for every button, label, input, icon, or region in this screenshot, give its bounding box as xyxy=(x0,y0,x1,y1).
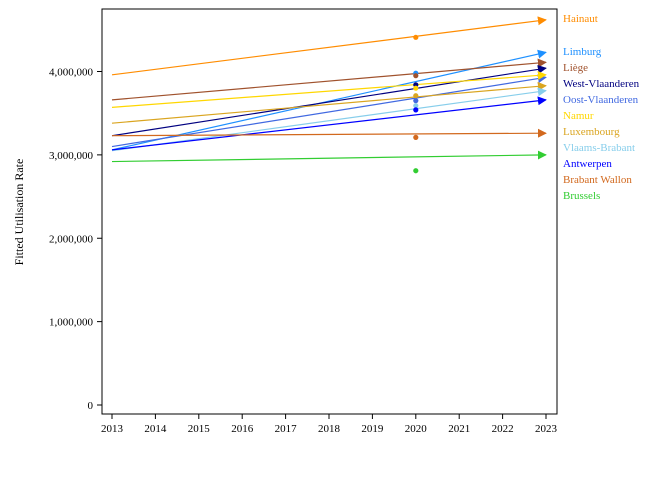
x-tick-label: 2022 xyxy=(492,423,514,435)
x-tick-label: 2016 xyxy=(231,423,254,435)
y-tick-label: 1,000,000 xyxy=(49,317,94,329)
legend-entry-west-vlaanderen: West-Vlaanderen xyxy=(563,78,640,90)
x-tick-label: 2018 xyxy=(318,423,341,435)
y-tick-label: 0 xyxy=(88,400,94,412)
legend-entry-brussels: Brussels xyxy=(563,190,600,202)
series-line-li-ge xyxy=(111,58,547,101)
legend-entry-brabant-wallon: Brabant Wallon xyxy=(563,174,632,186)
legend-entry-li-ge: Liège xyxy=(563,62,588,74)
x-tick-label: 2023 xyxy=(535,423,558,435)
y-axis-label: Fitted Utilisation Rate xyxy=(12,159,26,266)
observed-point-vlaams-brabant xyxy=(413,103,419,109)
legend-entry-antwerpen: Antwerpen xyxy=(563,158,612,170)
observed-point-hainaut xyxy=(413,34,419,40)
x-tick-label: 2019 xyxy=(361,423,384,435)
legend-entry-namur: Namur xyxy=(563,110,594,122)
series-line-west-vlaanderen xyxy=(111,64,547,137)
observed-point-brussels xyxy=(413,168,419,174)
x-tick-label: 2014 xyxy=(144,423,167,435)
observed-point-brabant-wallon xyxy=(413,134,419,140)
series-line-antwerpen xyxy=(111,96,547,151)
series-line-hainaut xyxy=(111,16,547,76)
y-tick-label: 3,000,000 xyxy=(49,150,94,162)
series-line-vlaams-brabant xyxy=(111,87,547,152)
observed-point-namur xyxy=(413,85,419,91)
x-tick-label: 2020 xyxy=(405,423,428,435)
y-tick-label: 4,000,000 xyxy=(49,67,94,79)
x-tick-label: 2021 xyxy=(448,423,470,435)
x-tick-label: 2017 xyxy=(275,423,298,435)
observed-point-oost-vlaanderen xyxy=(413,98,419,104)
legend-entry-limburg: Limburg xyxy=(563,46,602,58)
observed-point-li-ge xyxy=(413,73,419,79)
series-line-brabant-wallon xyxy=(111,128,547,138)
y-tick-label: 2,000,000 xyxy=(49,233,94,245)
legend-entry-hainaut: Hainaut xyxy=(563,13,598,25)
x-tick-label: 2015 xyxy=(188,423,211,435)
legend-entry-luxembourg: Luxembourg xyxy=(563,126,620,138)
series-line-brussels xyxy=(111,150,547,163)
x-tick-label: 2013 xyxy=(101,423,124,435)
observed-point-luxembourg xyxy=(413,93,419,99)
observed-point-antwerpen xyxy=(413,107,419,113)
series-line-namur xyxy=(111,70,547,108)
plot-area xyxy=(101,8,558,415)
legend-entry-vlaams-brabant: Vlaams-Brabant xyxy=(563,142,635,154)
series-line-luxembourg xyxy=(111,81,547,124)
legend-entry-oost-vlaanderen: Oost-Vlaanderen xyxy=(563,94,639,106)
